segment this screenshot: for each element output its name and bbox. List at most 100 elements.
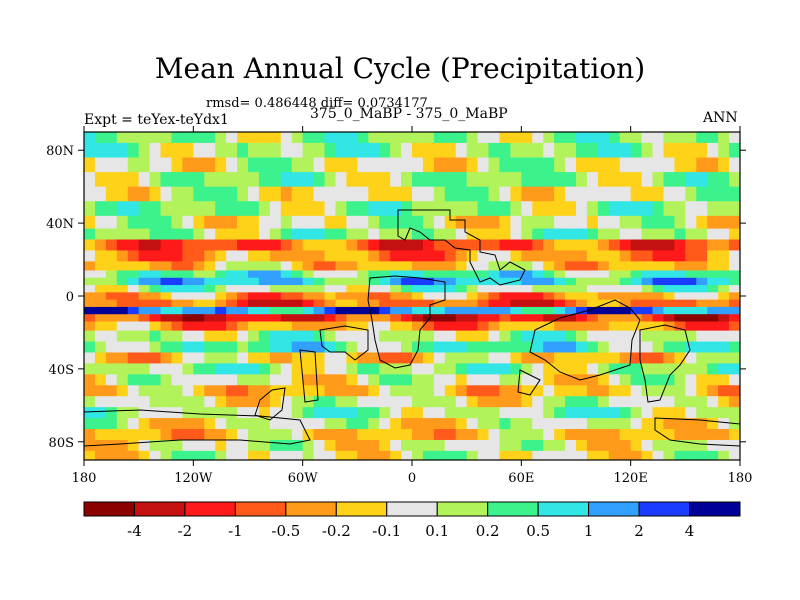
field-cell xyxy=(335,285,347,293)
field-cell xyxy=(597,450,610,460)
field-cell xyxy=(127,352,140,365)
field-cell xyxy=(729,341,740,354)
colorbar-label: -4 xyxy=(127,522,142,540)
field-cell xyxy=(280,228,293,241)
field-cell xyxy=(171,215,183,230)
field-cell xyxy=(248,306,260,315)
field-cell xyxy=(696,374,708,386)
field-cell xyxy=(565,250,577,262)
field-cell xyxy=(379,172,391,188)
field-cell xyxy=(302,450,315,460)
field-cell xyxy=(586,142,599,159)
field-cell xyxy=(215,418,227,430)
field-cell xyxy=(586,270,599,279)
field-cell xyxy=(652,132,665,144)
field-cell xyxy=(368,277,380,286)
field-cell xyxy=(674,228,686,241)
field-cell xyxy=(685,439,697,452)
field-cell xyxy=(630,352,643,365)
field-cell xyxy=(444,321,457,332)
field-cell xyxy=(433,285,446,293)
field-cell xyxy=(466,396,479,408)
field-cell xyxy=(302,407,315,419)
x-tick-label: 120W xyxy=(174,471,213,486)
field-cell xyxy=(412,374,424,386)
field-cell xyxy=(160,418,173,430)
field-cell xyxy=(390,261,402,272)
field-cell xyxy=(182,385,194,397)
field-cell xyxy=(586,352,599,365)
field-cell xyxy=(597,306,610,315)
field-cell xyxy=(597,439,610,452)
field-cell xyxy=(313,270,326,279)
field-cell xyxy=(707,292,719,301)
field-cell xyxy=(718,450,730,460)
field-cell xyxy=(652,299,665,308)
field-cell xyxy=(127,330,140,343)
field-cell xyxy=(729,277,740,286)
field-cell xyxy=(477,385,490,397)
field-cell xyxy=(237,292,249,301)
field-cell xyxy=(641,215,654,230)
field-cell xyxy=(313,201,326,217)
field-cell xyxy=(138,157,151,173)
field-cell xyxy=(324,418,337,430)
field-cell xyxy=(302,330,315,343)
field-cell xyxy=(433,439,446,452)
field-cell xyxy=(488,429,501,441)
field-cell xyxy=(707,407,719,419)
field-cell xyxy=(455,450,468,460)
field-cell xyxy=(269,363,282,375)
field-cell xyxy=(718,439,730,452)
field-cell xyxy=(94,285,107,293)
field-cell xyxy=(401,363,413,375)
field-cell xyxy=(390,270,402,279)
field-cell xyxy=(444,239,457,252)
field-cell xyxy=(346,239,358,252)
field-cell xyxy=(171,277,183,286)
field-cell xyxy=(718,172,730,188)
field-cell xyxy=(258,341,271,354)
field-cell xyxy=(488,306,501,315)
field-cell xyxy=(94,306,107,315)
field-cell xyxy=(84,385,96,397)
field-cell xyxy=(379,418,391,430)
field-cell xyxy=(576,299,588,308)
field-cell xyxy=(444,450,457,460)
field-cell xyxy=(357,186,369,202)
field-cell xyxy=(597,385,610,397)
field-cell xyxy=(346,450,358,460)
field-cell xyxy=(565,321,577,332)
field-cell xyxy=(565,157,577,173)
field-cell xyxy=(105,341,118,354)
field-cell xyxy=(532,429,544,441)
field-cell xyxy=(226,385,238,397)
field-cell xyxy=(346,374,358,386)
field-cell xyxy=(576,341,588,354)
field-cell xyxy=(94,228,107,241)
field-cell xyxy=(477,239,490,252)
field-cell xyxy=(412,261,424,272)
field-cell xyxy=(521,277,533,286)
field-cell xyxy=(707,396,719,408)
field-cell xyxy=(444,132,457,144)
field-cell xyxy=(324,142,337,159)
field-cell xyxy=(324,132,337,144)
field-cell xyxy=(258,292,271,301)
field-cell xyxy=(597,330,610,343)
field-cell xyxy=(248,429,260,441)
field-cell xyxy=(565,172,577,188)
season-label: ANN xyxy=(703,110,738,126)
field-cell xyxy=(149,142,162,159)
field-cell xyxy=(149,341,162,354)
field-cell xyxy=(258,270,271,279)
field-cell xyxy=(182,201,194,217)
field-cell xyxy=(105,250,118,262)
field-cell xyxy=(291,172,304,188)
field-cell xyxy=(335,306,347,315)
field-cell xyxy=(313,299,326,308)
field-cell xyxy=(237,142,249,159)
field-cell xyxy=(368,142,380,159)
field-cell xyxy=(269,201,282,217)
